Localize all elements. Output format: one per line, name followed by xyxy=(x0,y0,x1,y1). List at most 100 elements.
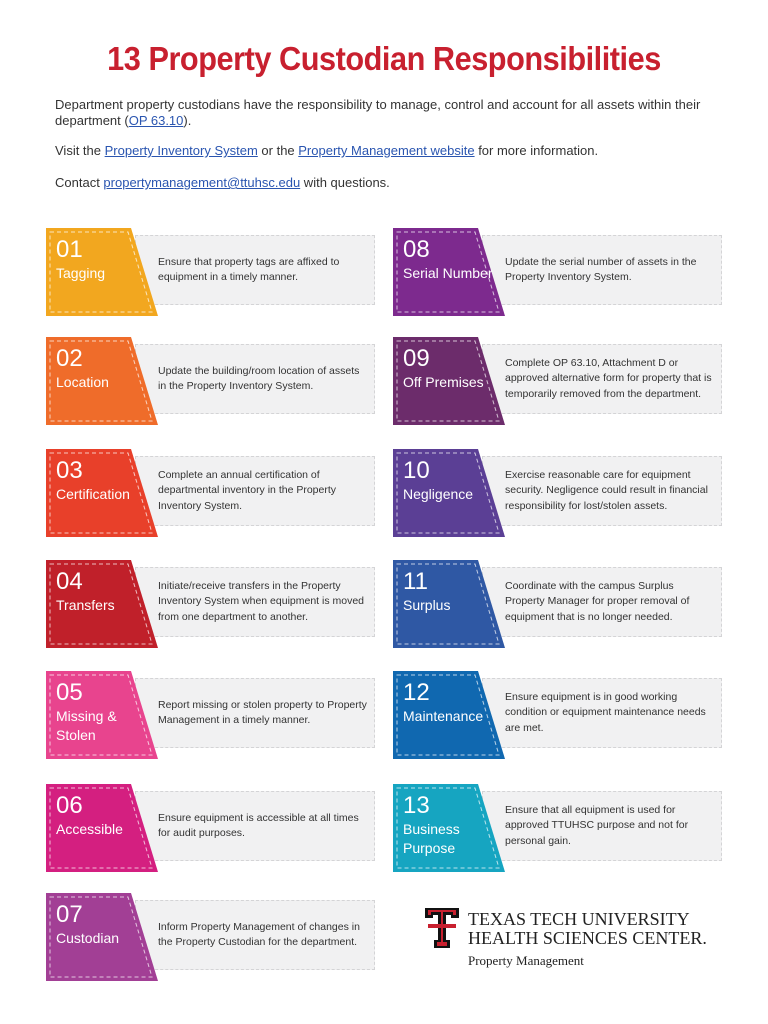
description-text: Ensure equipment is in good working cond… xyxy=(505,690,706,734)
item-label: Missing & Stolen xyxy=(56,708,117,743)
contact-text: Contact xyxy=(55,175,104,190)
description-box xyxy=(135,344,375,414)
number-tab: 13 Business Purpose xyxy=(393,784,505,872)
item-number: 01 xyxy=(56,236,83,263)
item-number: 13 xyxy=(403,792,430,819)
responsibility-item: Ensure equipment is accessible at all ti… xyxy=(46,784,376,872)
number-tab: 10 Negligence xyxy=(393,449,505,537)
item-label: Certification xyxy=(56,486,130,502)
visit-text: Visit the xyxy=(55,143,105,158)
double-t-logo xyxy=(425,908,459,948)
description-text: Complete an annual certification of depa… xyxy=(158,468,337,512)
item-number: 04 xyxy=(56,568,83,595)
responsibility-item: Update the serial number of assets in th… xyxy=(393,228,723,316)
number-tab: 09 Off Premises xyxy=(393,337,505,425)
item-label: Accessible xyxy=(56,821,123,837)
number-tab: 03 Certification xyxy=(46,449,158,537)
item-label: Surplus xyxy=(403,597,451,613)
item-label: Serial Number xyxy=(403,265,493,281)
item-label: Location xyxy=(56,374,109,390)
tab-shape xyxy=(46,893,158,981)
description-box xyxy=(482,456,722,526)
item-number: 05 xyxy=(56,679,83,706)
item-label: Business Purpose xyxy=(403,821,460,856)
number-tab: 06 Accessible xyxy=(46,784,158,872)
property-inventory-system-link[interactable]: Property Inventory System xyxy=(104,143,258,158)
tab-shape xyxy=(393,671,505,759)
responsibility-item: Ensure that property tags are affixed to… xyxy=(46,228,376,316)
item-number: 08 xyxy=(403,236,430,263)
responsibility-item: Report missing or stolen property to Pro… xyxy=(46,671,376,759)
item-number: 10 xyxy=(403,457,430,484)
item-number: 06 xyxy=(56,792,83,819)
description-text: Update the building/room location of ass… xyxy=(158,364,360,393)
tab-shape xyxy=(46,560,158,648)
description-box xyxy=(135,456,375,526)
description-box xyxy=(135,678,375,748)
item-label: Custodian xyxy=(56,930,120,946)
description-text: Coordinate with the campus Surplus Prope… xyxy=(505,579,690,623)
op-63-10-link[interactable]: OP 63.10 xyxy=(128,113,184,128)
visit-text-end: for more information. xyxy=(474,143,599,158)
number-tab: 04 Transfers xyxy=(46,560,158,648)
visit-paragraph: Visit the Property Inventory System or t… xyxy=(55,143,725,159)
contact-paragraph: Contact propertymanagement@ttuhsc.edu wi… xyxy=(55,175,725,191)
number-tab: 02 Location xyxy=(46,337,158,425)
page-title: 13 Property Custodian Responsibilities xyxy=(107,40,661,77)
tab-shape xyxy=(393,449,505,537)
description-box xyxy=(135,900,375,970)
tab-shape xyxy=(393,784,505,872)
department-name: Property Management xyxy=(468,953,584,968)
item-number: 11 xyxy=(403,568,428,595)
tab-shape xyxy=(393,560,505,648)
item-label: Off Premises xyxy=(403,374,484,390)
email-link[interactable]: propertymanagement@ttuhsc.edu xyxy=(103,175,301,190)
description-text: Update the serial number of assets in th… xyxy=(505,255,697,284)
description-box xyxy=(482,678,722,748)
org-line-1: TEXAS TECH UNIVERSITY xyxy=(468,909,690,929)
tab-shape xyxy=(46,784,158,872)
intro-text: Department property custodians have the … xyxy=(55,97,701,128)
property-management-website-link[interactable]: Property Management website xyxy=(298,143,475,158)
description-text: Ensure equipment is accessible at all ti… xyxy=(158,811,359,840)
number-tab: 01 Tagging xyxy=(46,228,158,316)
responsibility-item: Coordinate with the campus Surplus Prope… xyxy=(393,560,723,648)
tab-shape xyxy=(46,228,158,316)
number-tab: 07 Custodian xyxy=(46,893,158,981)
description-text: Ensure that all equipment is used for ap… xyxy=(505,803,689,847)
item-number: 07 xyxy=(56,901,83,928)
description-text: Initiate/receive transfers in the Proper… xyxy=(158,579,365,623)
visit-text-mid: or the xyxy=(257,143,299,158)
responsibility-item: Exercise reasonable care for equipment s… xyxy=(393,449,723,537)
intro-paragraph: Department property custodians have the … xyxy=(55,97,725,129)
description-box xyxy=(135,235,375,305)
number-tab: 12 Maintenance xyxy=(393,671,505,759)
description-text: Ensure that property tags are affixed to… xyxy=(158,255,340,284)
responsibility-item: Ensure equipment is in good working cond… xyxy=(393,671,723,759)
org-line-2: HEALTH SCIENCES CENTER. xyxy=(468,928,707,948)
description-text: Report missing or stolen property to Pro… xyxy=(158,698,367,727)
number-tab: 08 Serial Number xyxy=(393,228,505,316)
responsibility-item: Complete an annual certification of depa… xyxy=(46,449,376,537)
item-number: 09 xyxy=(403,345,430,372)
description-box xyxy=(482,235,722,305)
organization-name: TEXAS TECH UNIVERSITY HEALTH SCIENCES CEN… xyxy=(468,910,707,948)
number-tab: 11 Surplus xyxy=(393,560,505,648)
tab-shape xyxy=(46,449,158,537)
responsibility-item: Ensure that all equipment is used for ap… xyxy=(393,784,723,872)
description-box xyxy=(482,567,722,637)
responsibility-item: Inform Property Management of changes in… xyxy=(46,893,376,981)
contact-text-end: with questions. xyxy=(300,175,390,190)
description-box xyxy=(482,791,722,861)
item-number: 12 xyxy=(403,679,430,706)
item-number: 02 xyxy=(56,345,83,372)
description-text: Complete OP 63.10, Attachment D or appro… xyxy=(505,356,712,400)
tab-shape xyxy=(46,337,158,425)
description-box xyxy=(135,567,375,637)
item-label: Transfers xyxy=(56,597,115,613)
tab-shape xyxy=(393,337,505,425)
tab-shape xyxy=(393,228,505,316)
tab-shape xyxy=(46,671,158,759)
description-text: Exercise reasonable care for equipment s… xyxy=(505,468,708,512)
responsibility-item: Initiate/receive transfers in the Proper… xyxy=(46,560,376,648)
